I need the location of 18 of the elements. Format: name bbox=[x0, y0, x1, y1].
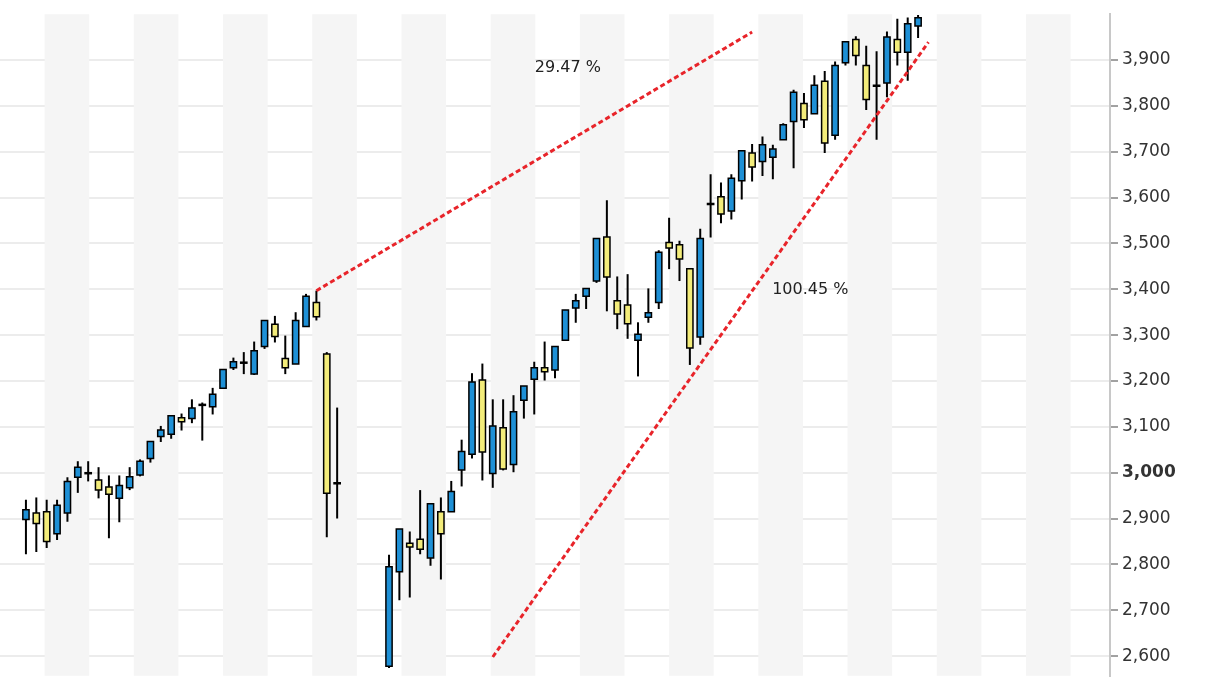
y-tick-label: 3,800 bbox=[1122, 94, 1171, 115]
y-tick-label: 3,300 bbox=[1122, 323, 1171, 344]
y-tick-label: 3,500 bbox=[1122, 231, 1171, 252]
y-tick-label: 2,800 bbox=[1122, 552, 1171, 573]
y-tick-label: 3,000 bbox=[1122, 461, 1176, 482]
y-tick-label: 2,700 bbox=[1122, 598, 1171, 619]
text: 29.47 % bbox=[534, 56, 601, 76]
y-tick-label: 2,900 bbox=[1122, 506, 1171, 527]
candlestick bbox=[105, 474, 113, 540]
y-tick-label: 3,400 bbox=[1122, 277, 1171, 298]
y-tick-label: 3,700 bbox=[1122, 140, 1171, 161]
y-tick-label: 2,600 bbox=[1122, 644, 1171, 665]
y-tick-label: 3,200 bbox=[1122, 369, 1171, 390]
y-tick-label: 3,100 bbox=[1122, 415, 1171, 436]
y-tick-label: 3,900 bbox=[1122, 48, 1171, 69]
series-label: 100.45 % bbox=[772, 279, 849, 299]
y-tick-label: 3,600 bbox=[1122, 186, 1171, 207]
candlestick bbox=[914, 14, 922, 40]
